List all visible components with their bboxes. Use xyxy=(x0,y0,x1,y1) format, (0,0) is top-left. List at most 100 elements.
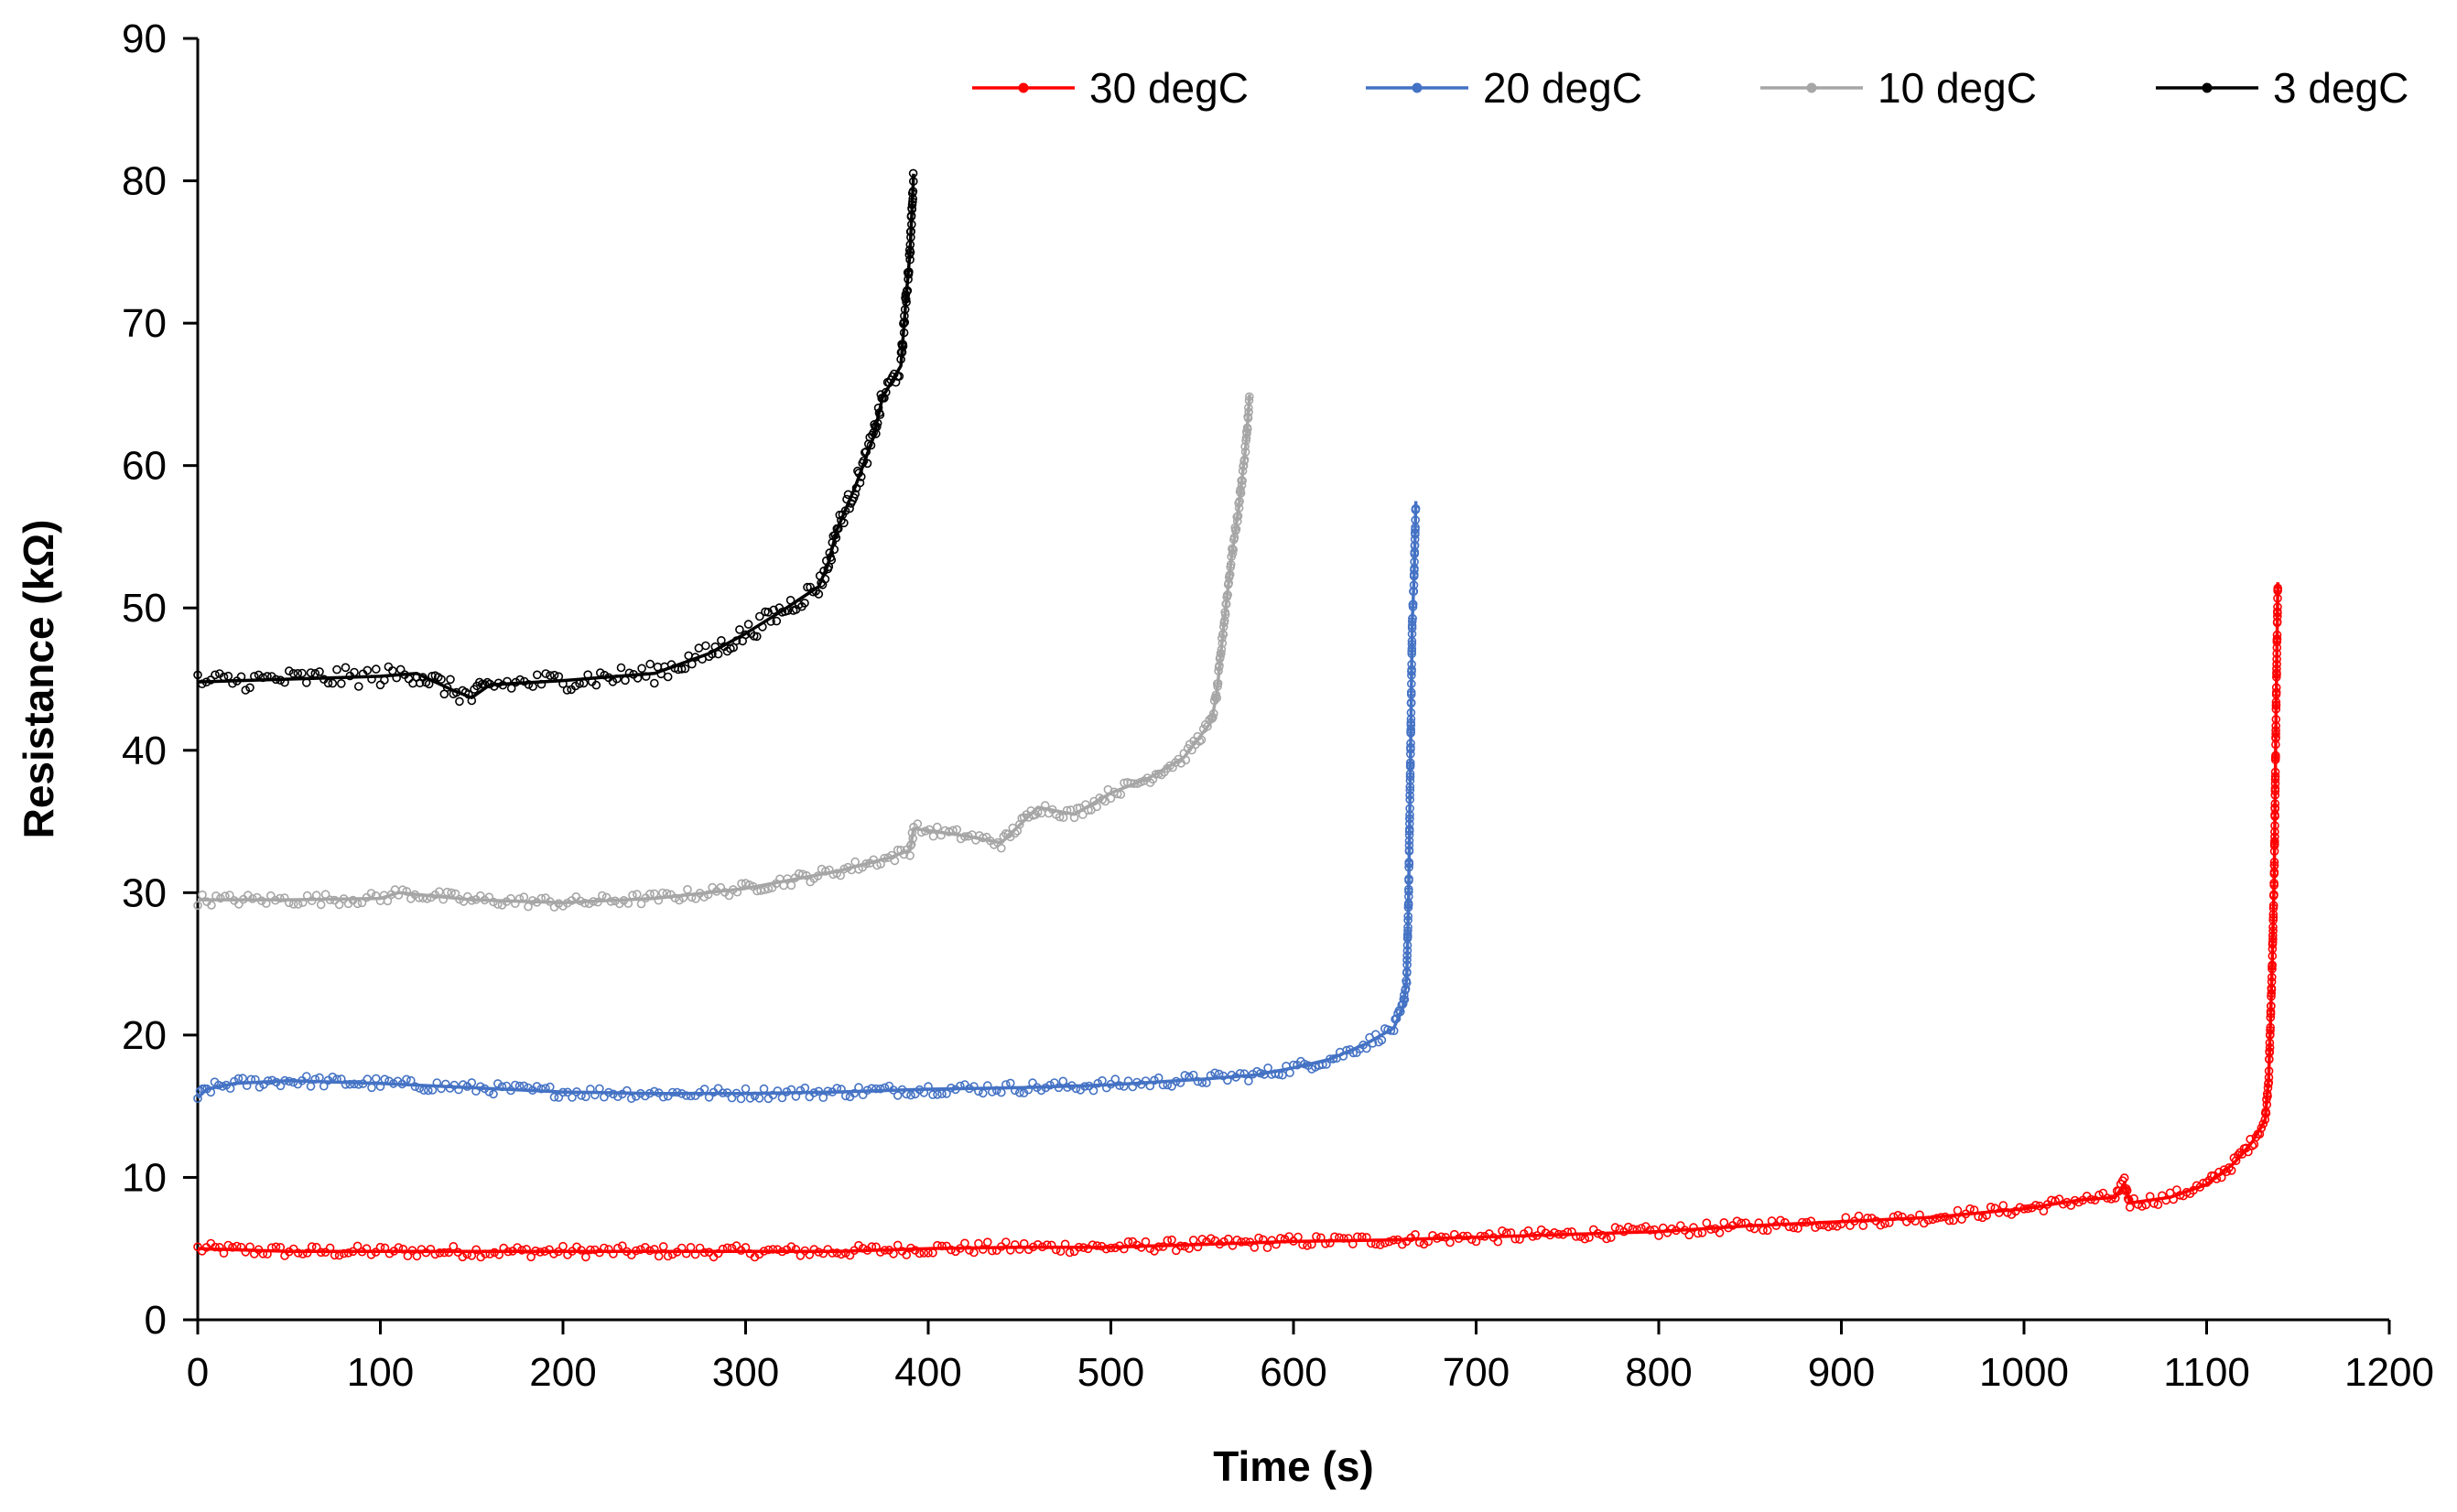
data-marker xyxy=(1244,1076,1253,1085)
data-marker xyxy=(960,1238,969,1248)
data-marker xyxy=(713,649,723,659)
data-marker xyxy=(658,1242,668,1251)
data-marker xyxy=(736,1094,746,1104)
data-marker xyxy=(1667,1224,1676,1234)
data-marker xyxy=(412,1251,422,1261)
data-marker xyxy=(1293,1232,1303,1242)
data-marker xyxy=(840,1248,850,1258)
data-marker xyxy=(713,1248,723,1258)
data-marker xyxy=(590,1245,600,1255)
data-marker xyxy=(786,880,796,891)
data-marker xyxy=(772,616,782,626)
data-marker xyxy=(1607,1233,1616,1242)
data-marker xyxy=(341,1080,351,1089)
data-marker xyxy=(591,680,601,690)
legend-swatch-marker xyxy=(1018,82,1029,93)
data-marker xyxy=(754,611,764,621)
data-marker xyxy=(1326,1238,1335,1247)
data-marker xyxy=(1069,1247,1079,1257)
data-marker xyxy=(2125,1203,2135,1212)
data-marker xyxy=(1867,1214,1877,1223)
data-marker xyxy=(1193,1076,1203,1086)
data-marker xyxy=(805,1092,815,1102)
series-3-degc xyxy=(193,168,918,707)
data-marker xyxy=(1088,1085,1099,1096)
data-marker xyxy=(1898,1212,1907,1222)
data-marker xyxy=(1001,1237,1011,1247)
data-marker xyxy=(532,670,542,680)
data-marker xyxy=(654,1251,664,1261)
x-tick-label: 1000 xyxy=(1979,1350,2069,1395)
data-marker xyxy=(402,1075,411,1085)
x-tick-label: 100 xyxy=(347,1350,414,1395)
series-line xyxy=(198,394,1251,904)
legend-label: 10 degC xyxy=(1878,64,2037,112)
data-marker xyxy=(363,665,373,675)
data-marker xyxy=(2119,1173,2129,1183)
data-marker xyxy=(1207,1234,1216,1243)
legend-label: 30 degC xyxy=(1089,64,1249,112)
data-marker xyxy=(1065,1247,1075,1258)
data-marker xyxy=(884,1081,894,1091)
data-marker xyxy=(545,1082,555,1092)
data-marker xyxy=(763,1245,774,1255)
data-marker xyxy=(245,683,254,693)
data-marker xyxy=(683,884,692,894)
x-tick-label: 400 xyxy=(894,1350,961,1395)
data-marker xyxy=(763,607,773,617)
data-marker xyxy=(341,663,351,673)
data-marker xyxy=(193,901,202,911)
data-marker xyxy=(546,671,555,680)
legend-label: 20 degC xyxy=(1483,64,1642,112)
data-marker xyxy=(207,901,216,910)
data-marker xyxy=(997,1087,1006,1097)
data-marker xyxy=(741,1084,751,1094)
data-marker xyxy=(1645,1226,1655,1235)
x-tick-label: 600 xyxy=(1260,1350,1326,1395)
data-marker xyxy=(558,1241,568,1251)
data-marker xyxy=(649,889,659,899)
data-marker xyxy=(345,1079,355,1089)
data-marker xyxy=(1689,1223,1698,1232)
legend-item-3-degc: 3 degC xyxy=(2156,64,2408,112)
data-marker xyxy=(193,1094,202,1103)
data-marker xyxy=(752,632,762,642)
data-marker xyxy=(814,589,824,599)
data-marker xyxy=(875,1084,885,1094)
data-marker xyxy=(455,697,464,707)
data-marker xyxy=(2153,1200,2163,1209)
data-marker xyxy=(471,1245,482,1255)
data-marker xyxy=(791,1245,801,1254)
data-marker xyxy=(1167,1235,1176,1245)
data-marker xyxy=(800,599,809,608)
data-marker xyxy=(2231,1156,2241,1165)
data-marker xyxy=(1384,1237,1394,1247)
data-marker xyxy=(284,666,294,675)
data-marker xyxy=(198,679,207,689)
data-marker xyxy=(724,891,734,901)
data-marker xyxy=(581,1092,590,1102)
data-marker xyxy=(332,664,341,675)
data-marker xyxy=(645,659,655,669)
data-marker xyxy=(223,671,233,681)
x-tick-label: 1200 xyxy=(2344,1350,2434,1395)
data-marker xyxy=(193,670,202,680)
x-tick-label: 300 xyxy=(712,1350,779,1395)
data-marker xyxy=(437,675,446,685)
data-marker xyxy=(703,890,713,900)
x-tick-label: 800 xyxy=(1625,1350,1692,1395)
data-marker xyxy=(905,850,915,860)
data-marker xyxy=(336,678,346,688)
data-marker xyxy=(581,1252,590,1262)
data-marker xyxy=(663,1251,673,1261)
data-marker xyxy=(211,1242,220,1252)
data-marker xyxy=(1493,1237,1503,1247)
data-marker xyxy=(701,641,710,651)
data-marker xyxy=(676,664,687,674)
legend-item-30-degc: 30 degC xyxy=(972,64,1249,112)
data-marker xyxy=(519,892,529,902)
data-marker xyxy=(635,1245,645,1254)
data-marker xyxy=(632,890,642,899)
data-marker xyxy=(549,1092,559,1102)
